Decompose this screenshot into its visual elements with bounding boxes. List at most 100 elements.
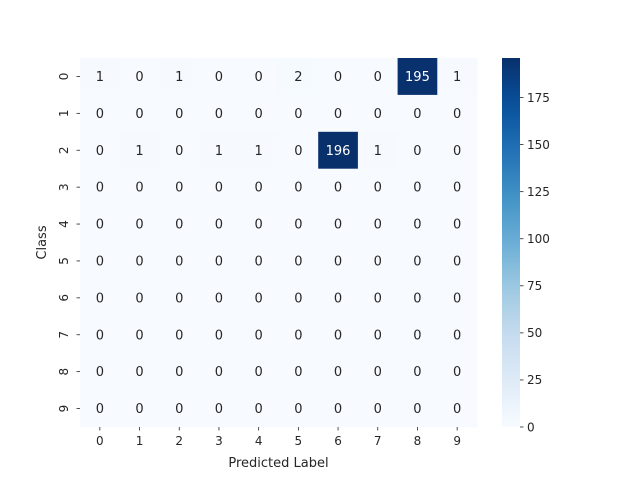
cell-label-r2-c3: 1: [215, 144, 223, 159]
cell-label-r4-c7: 0: [374, 218, 382, 233]
cell-label-r2-c2: 0: [175, 144, 183, 159]
colorbar-tick-label-3: 75: [527, 279, 542, 293]
heatmap-cell-r7-c7: [357, 316, 398, 354]
heatmap-cell-r1-c3: [199, 94, 240, 133]
cell-label-r5-c3: 0: [215, 254, 223, 269]
y-tick-label-7: 7: [57, 331, 71, 339]
x-tick-label-7: 7: [374, 434, 382, 448]
heatmap-cell-r5-c1: [119, 242, 160, 280]
x-tick-label-5: 5: [295, 434, 303, 448]
heatmap-cell-r3-c9: [437, 168, 478, 206]
heatmap-cell-r0-c7: [357, 58, 398, 96]
cell-label-r2-c9: 0: [453, 144, 461, 159]
heatmap-cell-r8-c6: [318, 353, 359, 391]
heatmap-cell-r0-c4: [238, 58, 279, 96]
cell-label-r7-c9: 0: [453, 328, 461, 343]
heatmap-cell-r3-c7: [357, 168, 398, 206]
cell-label-r1-c1: 0: [135, 107, 143, 122]
heatmap-cell-r0-c6: [318, 58, 359, 96]
heatmap-cell-r5-c8: [397, 242, 438, 280]
colorbar-tick-label-0: 0: [527, 420, 535, 434]
cell-label-r1-c8: 0: [413, 107, 421, 122]
y-tick-label-9: 9: [57, 405, 71, 413]
heatmap-cell-r4-c0: [80, 205, 121, 243]
heatmap-cell-r6-c1: [119, 279, 160, 317]
x-tick-label-2: 2: [175, 434, 183, 448]
y-tick-label-2: 2: [57, 146, 71, 154]
cell-label-r1-c4: 0: [255, 107, 263, 122]
heatmap-cell-r7-c3: [199, 316, 240, 354]
cell-label-r1-c3: 0: [215, 107, 223, 122]
heatmap-cell-r9-c8: [397, 390, 438, 428]
heatmap-cell-r9-c6: [318, 390, 359, 428]
cell-label-r8-c0: 0: [96, 365, 104, 380]
cell-label-r8-c7: 0: [374, 365, 382, 380]
heatmap-cell-r8-c0: [80, 353, 121, 391]
heatmap-cell-r2-c3: [199, 131, 240, 170]
cell-label-r0-c0: 1: [96, 70, 104, 85]
colorbar-tick-label-6: 150: [527, 138, 550, 152]
cell-label-r9-c2: 0: [175, 402, 183, 417]
y-tick-label-6: 6: [57, 294, 71, 302]
heatmap-cell-r8-c4: [238, 353, 279, 391]
heatmap-cell-r3-c6: [318, 168, 359, 206]
heatmap-cell-r9-c5: [278, 390, 319, 428]
cell-label-r9-c0: 0: [96, 402, 104, 417]
cell-label-r4-c4: 0: [255, 218, 263, 233]
heatmap-cell-r7-c6: [318, 316, 359, 354]
cell-label-r9-c4: 0: [255, 402, 263, 417]
heatmap-cell-r2-c1: [119, 131, 160, 170]
cell-label-r5-c2: 0: [175, 254, 183, 269]
cell-label-r9-c8: 0: [413, 402, 421, 417]
heatmap-cell-r1-c9: [437, 94, 478, 133]
y-tick-label-3: 3: [57, 183, 71, 191]
cell-label-r2-c4: 1: [255, 144, 263, 159]
x-tick-label-6: 6: [334, 434, 342, 448]
heatmap-cell-r4-c9: [437, 205, 478, 243]
cell-label-r7-c4: 0: [255, 328, 263, 343]
cell-label-r7-c0: 0: [96, 328, 104, 343]
x-axis-ticks: 0 1 2 3 4 5 6 7 8 9: [96, 427, 461, 448]
heatmap-cell-r3-c4: [238, 168, 279, 206]
cell-label-r5-c8: 0: [413, 254, 421, 269]
heatmap-cell-r3-c5: [278, 168, 319, 206]
heatmap-cell-r1-c4: [238, 94, 279, 133]
colorbar-tick-label-5: 125: [527, 185, 550, 199]
cell-label-r4-c6: 0: [334, 218, 342, 233]
cell-label-r6-c6: 0: [334, 291, 342, 306]
heatmap-cell-r0-c0: [80, 58, 121, 96]
heatmap-cell-r1-c1: [119, 94, 160, 133]
colorbar-tick-label-7: 175: [527, 91, 550, 105]
heatmap-cell-r7-c9: [437, 316, 478, 354]
heatmap-cell-r8-c1: [119, 353, 160, 391]
heatmap-cell-r6-c8: [397, 279, 438, 317]
heatmap-cell-r2-c4: [238, 131, 279, 170]
heatmap-cell-r8-c5: [278, 353, 319, 391]
heatmap-cell-r3-c0: [80, 168, 121, 206]
heatmap-cell-r3-c3: [199, 168, 240, 206]
y-tick-label-4: 4: [57, 220, 71, 228]
cell-label-r6-c2: 0: [175, 291, 183, 306]
cell-label-r6-c4: 0: [255, 291, 263, 306]
heatmap-cell-r0-c5: [278, 58, 319, 96]
heatmap-cell-r2-c8: [397, 131, 438, 170]
cell-label-r8-c3: 0: [215, 365, 223, 380]
heatmap-cell-r5-c6: [318, 242, 359, 280]
heatmap-cell-r2-c9: [437, 131, 478, 170]
heatmap-cell-r8-c7: [357, 353, 398, 391]
cell-label-r4-c0: 0: [96, 218, 104, 233]
cell-label-r7-c7: 0: [374, 328, 382, 343]
heatmap-cell-r2-c2: [159, 131, 200, 170]
cell-label-r3-c4: 0: [255, 181, 263, 196]
heatmap-cell-r0-c8: [397, 58, 438, 96]
heatmap-cell-r7-c1: [119, 316, 160, 354]
cell-label-r4-c5: 0: [294, 218, 302, 233]
heatmap-cell-r4-c2: [159, 205, 200, 243]
heatmap-cell-r6-c9: [437, 279, 478, 317]
cell-label-r5-c4: 0: [255, 254, 263, 269]
heatmap-cell-r1-c6: [318, 94, 359, 133]
heatmap-cell-r6-c5: [278, 279, 319, 317]
cell-label-r6-c9: 0: [453, 291, 461, 306]
heatmap-cell-r9-c4: [238, 390, 279, 428]
heatmap-cell-r4-c4: [238, 205, 279, 243]
